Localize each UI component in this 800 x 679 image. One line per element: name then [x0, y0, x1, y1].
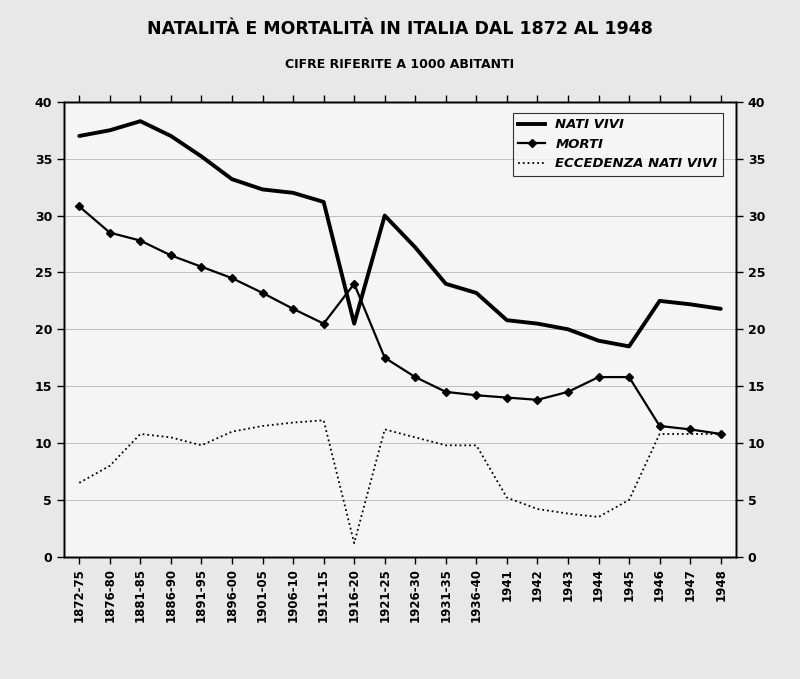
Text: CIFRE RIFERITE A 1000 ABITANTI: CIFRE RIFERITE A 1000 ABITANTI — [286, 58, 514, 71]
Text: NATALITÀ E MORTALITÀ IN ITALIA DAL 1872 AL 1948: NATALITÀ E MORTALITÀ IN ITALIA DAL 1872 … — [147, 20, 653, 39]
Legend: NATI VIVI, MORTI, ECCEDENZA NATI VIVI: NATI VIVI, MORTI, ECCEDENZA NATI VIVI — [513, 113, 722, 176]
